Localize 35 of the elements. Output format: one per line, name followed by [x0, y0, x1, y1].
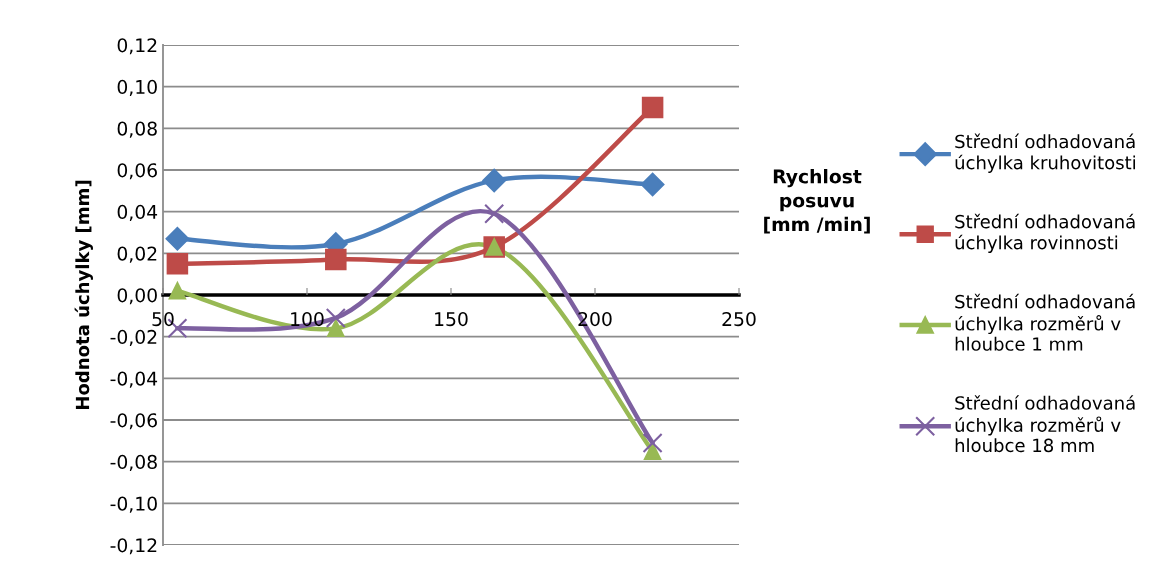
point	[642, 432, 663, 453]
legend-label: Střední odhadovaná úchylka rozměrů v hloubce 18 mm	[955, 395, 1135, 453]
x-tick-label: 250	[722, 312, 756, 327]
y-tick-label: 0,12	[117, 38, 157, 55]
y-tick-label: -0,10	[110, 496, 157, 513]
point	[643, 442, 662, 460]
y-axis-title: Hodnota úchylky [mm]	[74, 180, 93, 410]
y-tick-label: 0,06	[117, 163, 157, 180]
point	[166, 252, 189, 275]
y-tick-label: 0,08	[117, 121, 157, 138]
x-tick-label: 50	[152, 312, 174, 327]
point	[641, 96, 664, 119]
y-tick-label: -0,04	[110, 371, 158, 388]
point	[165, 226, 190, 251]
y-tick-label: -0,12	[110, 538, 157, 555]
y-tick-label: -0,02	[110, 329, 157, 346]
y-tick-label: -0,06	[110, 413, 157, 430]
legend-label: Střední odhadovaná úchylka rovinnosti	[955, 213, 1135, 253]
y-tick-label: 0,00	[117, 288, 157, 305]
x-tick-label: 150	[435, 312, 468, 327]
legend-label: Střední odhadovaná úchylka rozměrů v hloubce 1 mm	[955, 293, 1135, 351]
point	[168, 282, 187, 300]
point	[325, 248, 347, 271]
point	[484, 203, 505, 224]
y-tick-label: -0,08	[110, 454, 157, 471]
point	[640, 172, 665, 197]
point	[327, 319, 345, 338]
y-tick-label: 0,04	[117, 204, 158, 221]
x-axis-title: Rychlost posuvu [mm /min]	[764, 169, 870, 234]
y-tick-label: 0,10	[117, 79, 157, 96]
legend-label: Střední odhadovaná úchylka kruhovitosti	[955, 133, 1136, 173]
point	[482, 168, 507, 193]
x-tick-label: 100	[291, 312, 324, 327]
point	[325, 307, 346, 328]
y-tick-label: 0,02	[117, 246, 157, 263]
